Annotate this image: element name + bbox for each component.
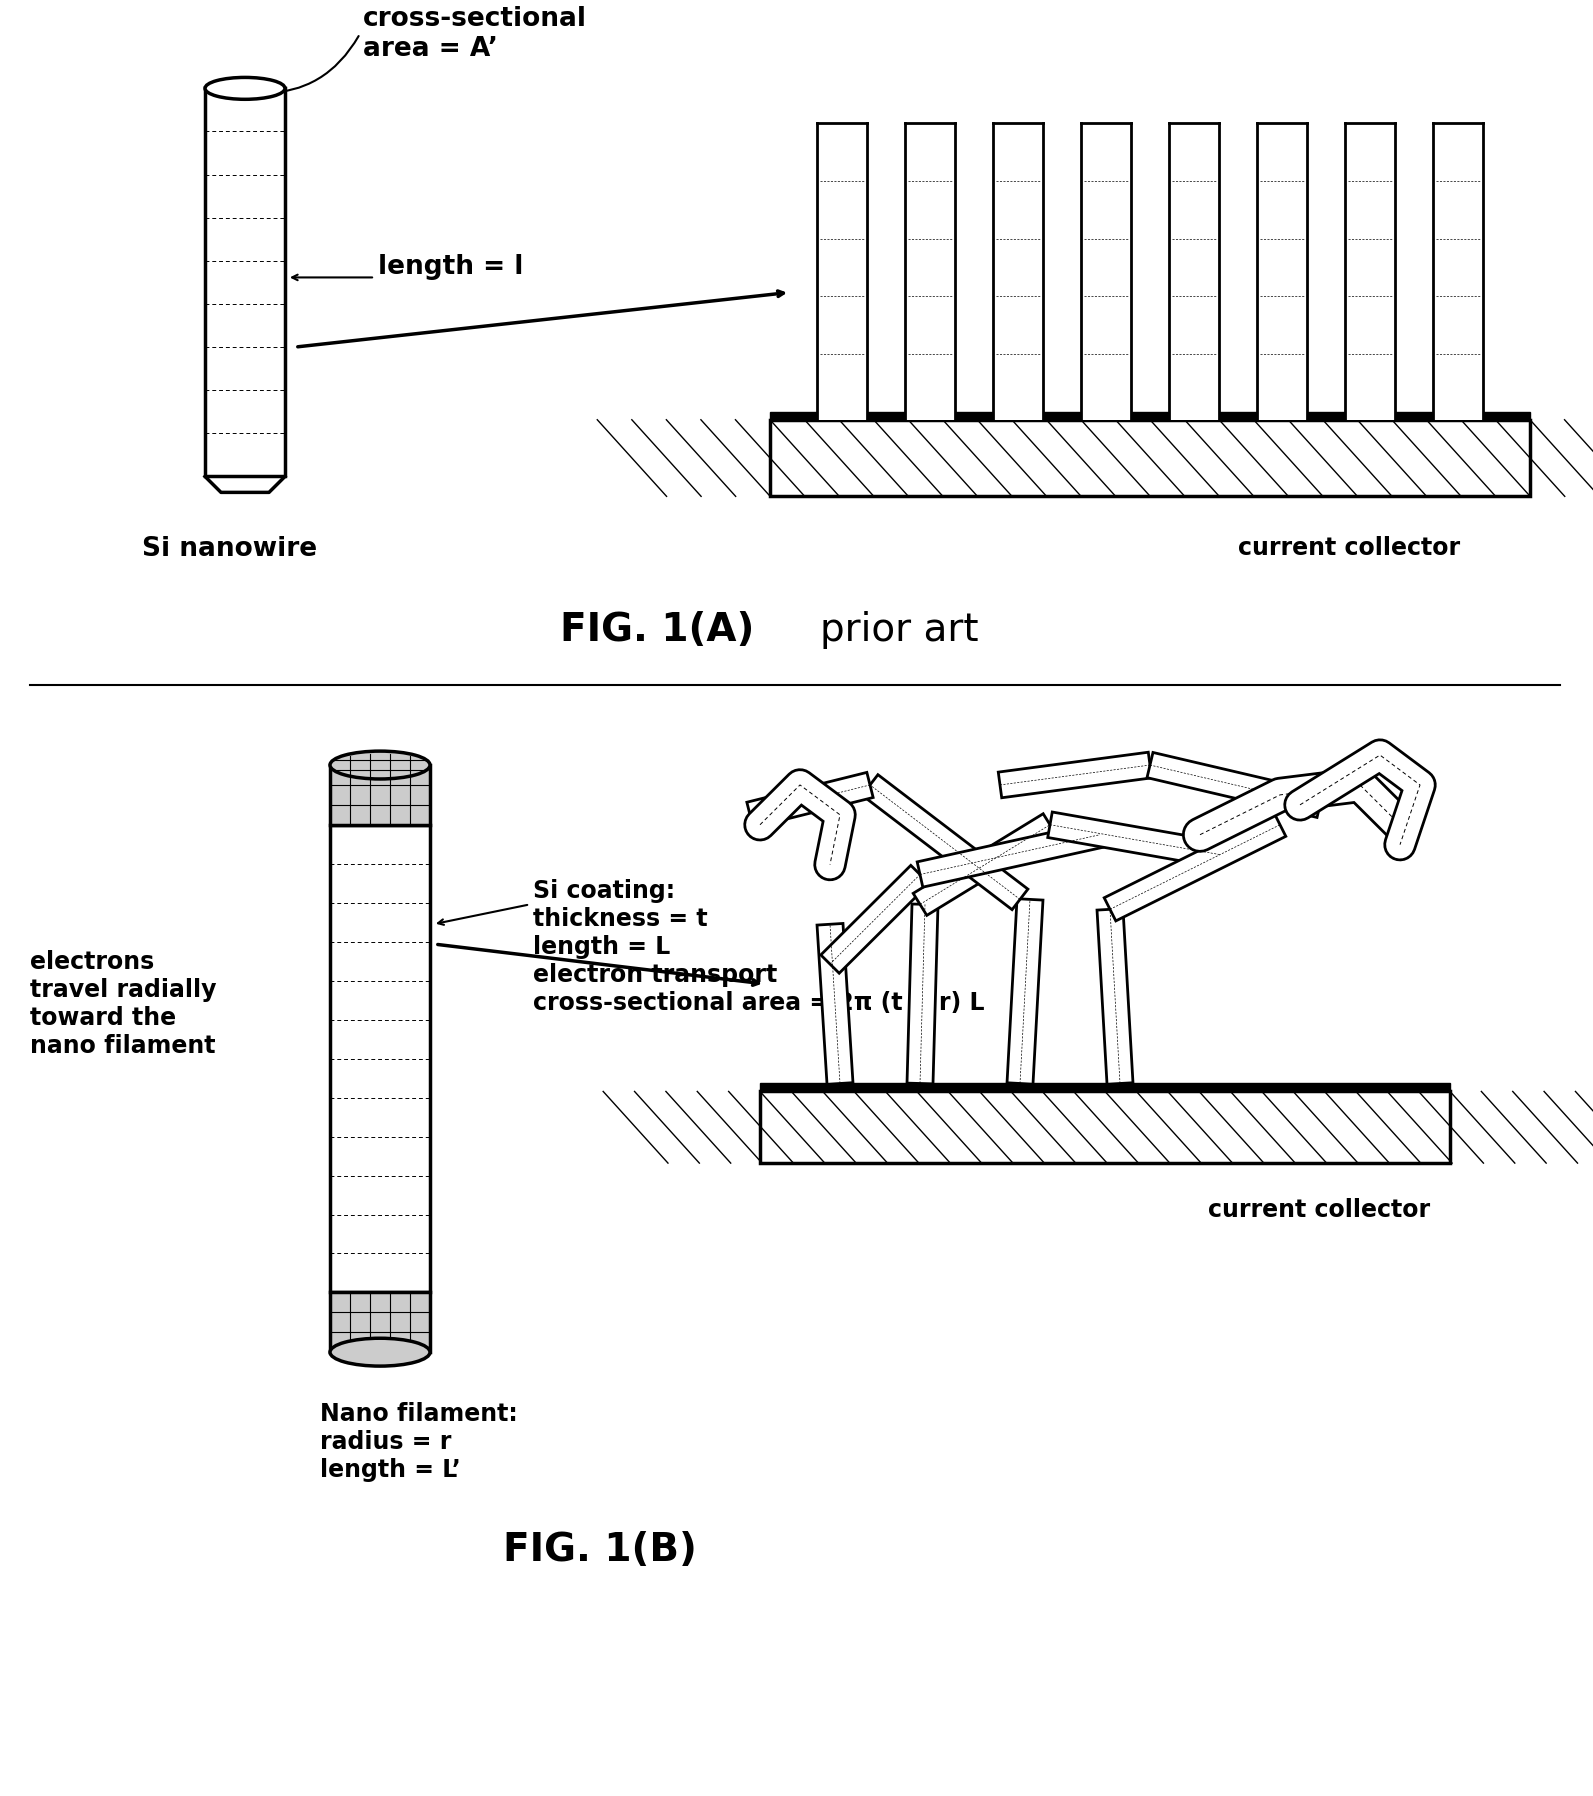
Text: prior art: prior art bbox=[820, 611, 978, 648]
Polygon shape bbox=[769, 420, 1529, 496]
Polygon shape bbox=[862, 774, 1027, 909]
Polygon shape bbox=[905, 124, 954, 420]
Text: current collector: current collector bbox=[1207, 1198, 1431, 1221]
Polygon shape bbox=[747, 772, 873, 828]
Polygon shape bbox=[1434, 124, 1483, 420]
Polygon shape bbox=[1082, 124, 1131, 420]
Polygon shape bbox=[1048, 812, 1222, 867]
Polygon shape bbox=[906, 903, 938, 1083]
Polygon shape bbox=[820, 866, 929, 973]
Text: Nano filament:
radius = r
length = L’: Nano filament: radius = r length = L’ bbox=[320, 1403, 518, 1482]
Polygon shape bbox=[918, 823, 1102, 887]
Ellipse shape bbox=[330, 1338, 430, 1367]
Polygon shape bbox=[1169, 124, 1219, 420]
Polygon shape bbox=[1147, 753, 1322, 817]
Text: Si coating:
thickness = t
length = L
electron transport
cross-sectional area = 2: Si coating: thickness = t length = L ele… bbox=[534, 880, 984, 1015]
Polygon shape bbox=[330, 824, 430, 1293]
Polygon shape bbox=[999, 753, 1152, 797]
Text: cross-sectional
area = A’: cross-sectional area = A’ bbox=[363, 5, 586, 61]
Text: Si nanowire: Si nanowire bbox=[142, 537, 317, 562]
Polygon shape bbox=[330, 765, 430, 824]
Polygon shape bbox=[817, 124, 867, 420]
Ellipse shape bbox=[330, 751, 430, 779]
Polygon shape bbox=[992, 124, 1043, 420]
Polygon shape bbox=[1098, 909, 1133, 1085]
Text: electrons
travel radially
toward the
nano filament: electrons travel radially toward the nan… bbox=[30, 950, 217, 1058]
Polygon shape bbox=[1344, 124, 1395, 420]
Text: current collector: current collector bbox=[1238, 537, 1461, 560]
Text: FIG. 1(B): FIG. 1(B) bbox=[503, 1532, 696, 1570]
Polygon shape bbox=[913, 814, 1056, 916]
Text: FIG. 1(A): FIG. 1(A) bbox=[561, 611, 755, 648]
Polygon shape bbox=[205, 88, 285, 476]
Polygon shape bbox=[760, 1083, 1450, 1092]
Polygon shape bbox=[760, 1092, 1450, 1164]
Polygon shape bbox=[769, 411, 1529, 420]
Ellipse shape bbox=[205, 77, 285, 99]
Polygon shape bbox=[1104, 814, 1286, 921]
Polygon shape bbox=[1257, 124, 1306, 420]
Text: length = l: length = l bbox=[378, 255, 524, 280]
Polygon shape bbox=[1007, 898, 1043, 1085]
Polygon shape bbox=[817, 923, 852, 1085]
Polygon shape bbox=[330, 1293, 430, 1352]
